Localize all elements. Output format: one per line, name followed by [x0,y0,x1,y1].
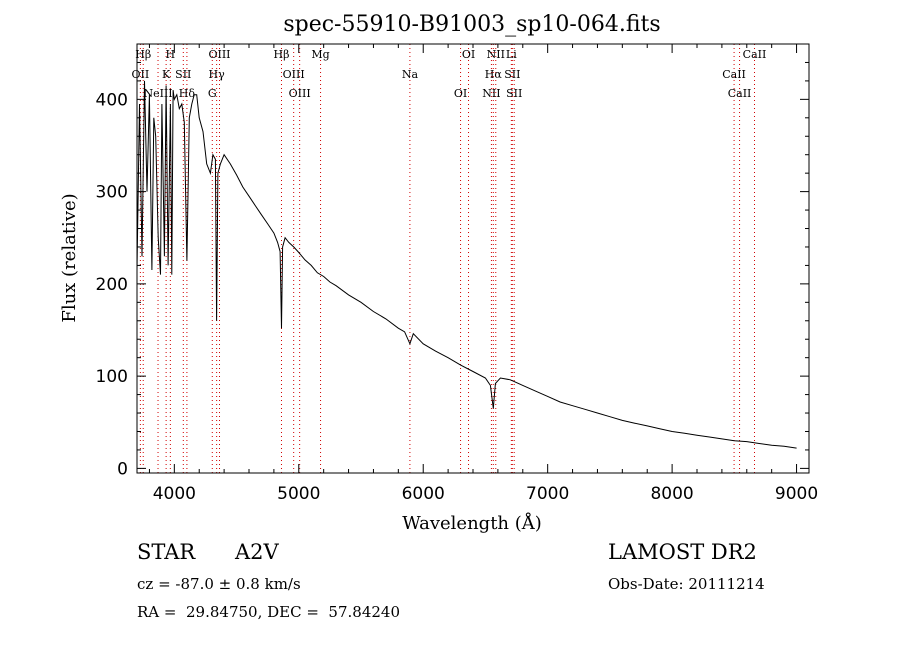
line-labels: Hβ K Hδ OIII Hγ G Hβ OIII OIII Mg Na OI OI Hα NII NII SI… [132,48,767,100]
y-tick-label: 0 [117,459,128,479]
ra-dec: RA = 29.84750, DEC = 57.84240 [137,603,401,621]
line-label: Mg [311,48,329,61]
x-tick-label: 7000 [526,484,569,504]
line-label: OI [454,87,467,100]
x-axis: 4000 5000 6000 7000 8000 9000 [148,44,818,504]
x-axis-label: Wavelength (Å) [402,512,542,534]
line-label: K [162,68,171,81]
y-axis-label: Flux (relative) [59,193,80,322]
line-label: NII [487,48,505,61]
line-label: CaII [743,48,767,61]
line-label: NII [482,87,500,100]
survey-name: LAMOST DR2 [608,540,757,564]
line-markers [139,44,755,473]
line-label: Hβ [274,48,290,61]
line-label: NeIII [143,87,172,100]
y-tick-label: 400 [96,90,128,110]
line-label: OIII [208,48,230,61]
redshift-cz: cz = -87.0 ± 0.8 km/s [137,575,301,593]
spectrum-line [136,80,797,449]
x-tick-label: 8000 [650,484,693,504]
line-label: OII [132,68,150,81]
line-label: OIII [283,68,305,81]
line-label: H [166,48,176,61]
x-tick-label: 4000 [153,484,196,504]
line-label: OIII [289,87,311,100]
x-tick-label: 9000 [775,484,818,504]
y-tick-label: 200 [96,275,128,295]
line-label: SII [504,68,520,81]
line-label: Hδ [179,87,196,100]
line-label: G [208,87,217,100]
x-tick-label: 6000 [402,484,445,504]
line-label: OI [462,48,475,61]
y-axis: 0 100 200 300 400 [96,61,809,479]
x-tick-label: 5000 [277,484,320,504]
line-label: Li [506,48,517,61]
line-label: CaII [728,87,752,100]
line-label: CaII [722,68,746,81]
line-label: Hγ [209,68,226,81]
plot-frame [136,43,810,474]
chart-title: spec-55910-B91003_sp10-064.fits [283,12,660,37]
subclass: A2V [235,540,279,564]
line-label: SII [175,68,191,81]
y-tick-label: 100 [96,367,128,387]
line-label: Na [402,68,419,81]
line-label: Hα [485,68,503,81]
line-label: SII [506,87,522,100]
object-class: STAR [137,540,196,564]
y-tick-label: 300 [96,183,128,203]
obs-date: Obs-Date: 20111214 [608,575,765,593]
line-label: Hβ [135,48,151,61]
